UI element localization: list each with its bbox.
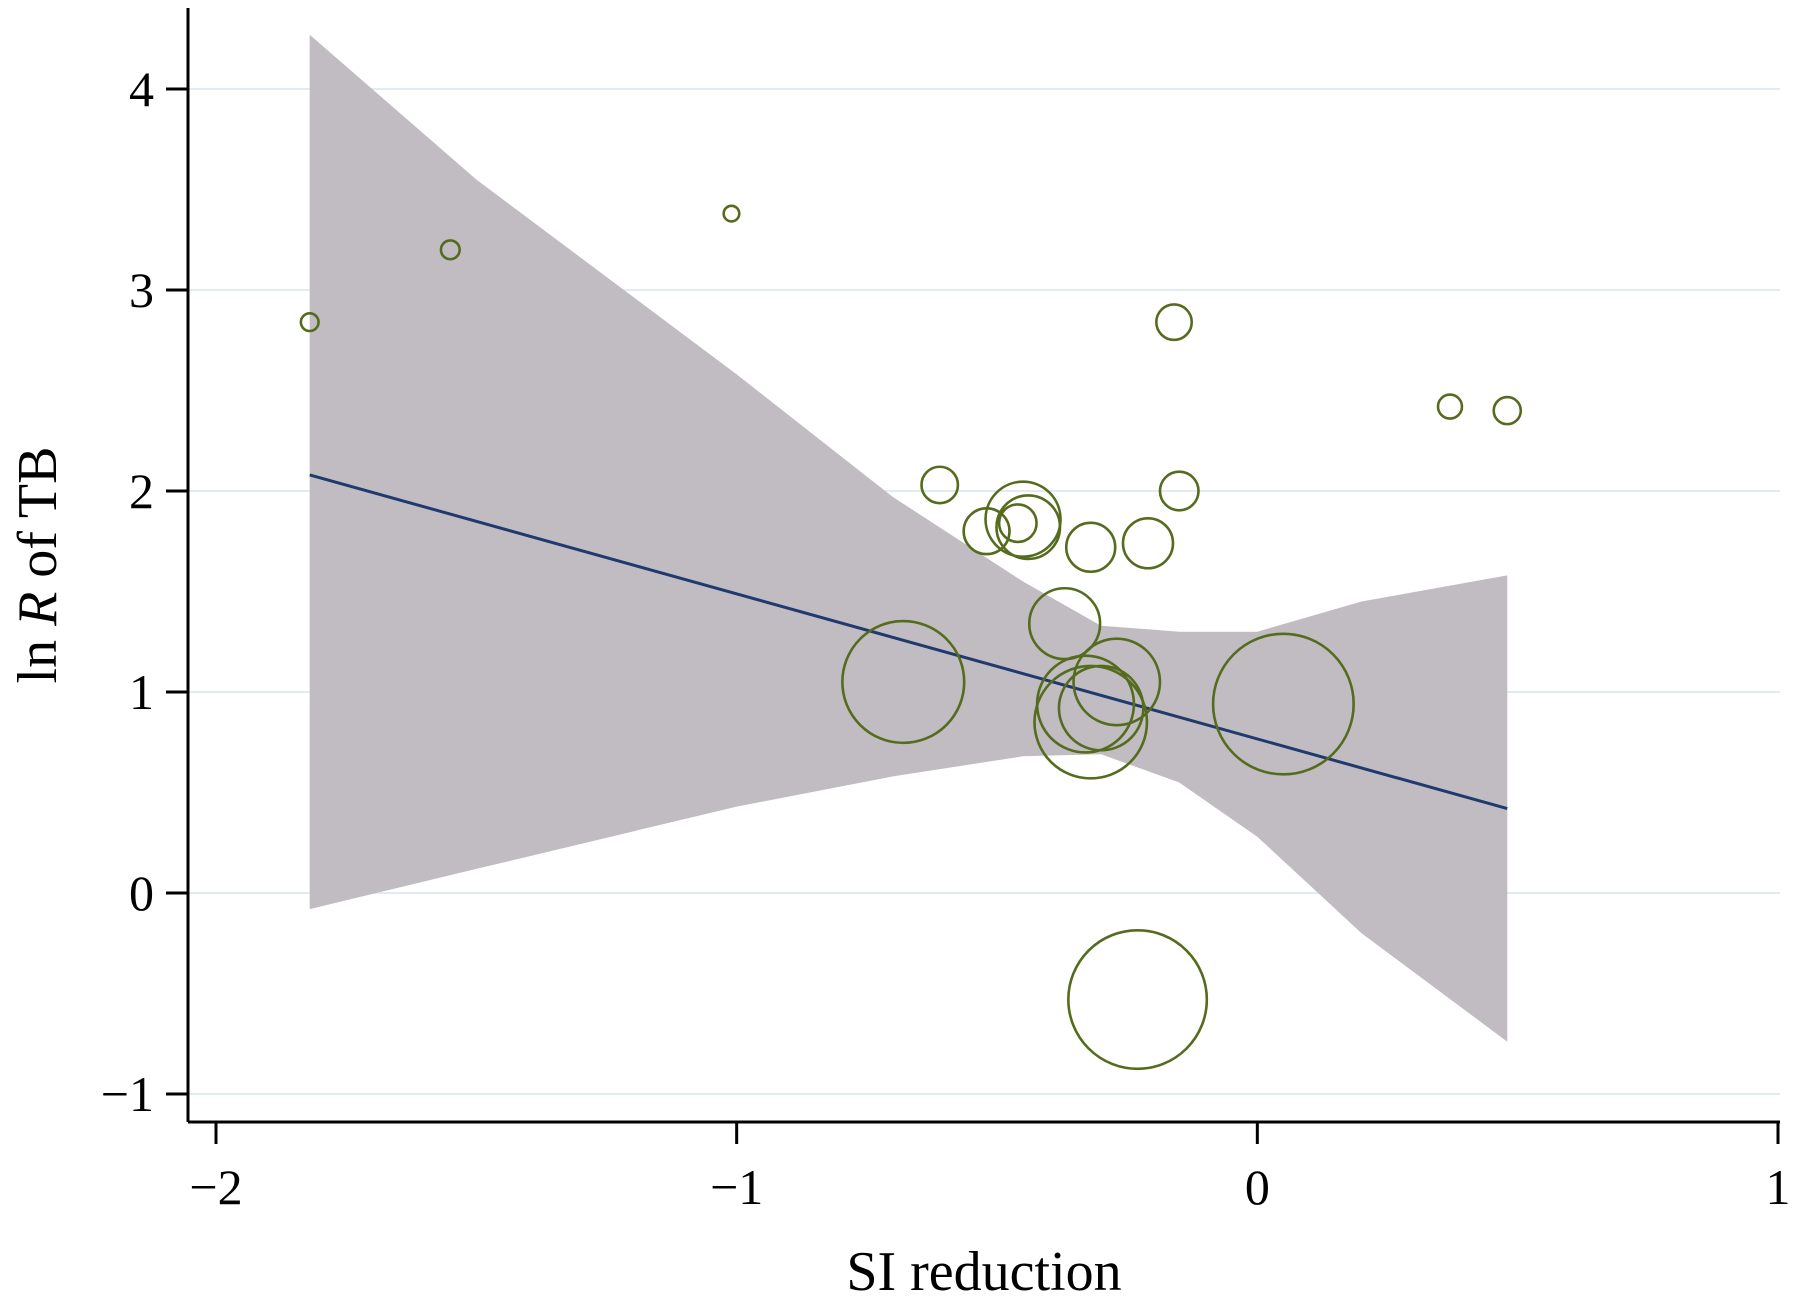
x-tick-label: 0 <box>1245 1159 1270 1215</box>
confidence-band <box>309 34 1508 1042</box>
data-point <box>920 465 960 505</box>
data-point <box>841 619 966 745</box>
x-tick-label: 1 <box>1766 1159 1791 1215</box>
y-axis-title: ln R of TB <box>7 447 69 684</box>
y-tick-label: 3 <box>129 262 154 318</box>
y-axis-title-italic: R <box>7 592 69 627</box>
data-point <box>1492 395 1523 426</box>
fit-line-group <box>309 473 1508 811</box>
data-point <box>1155 303 1194 342</box>
data-point <box>722 204 741 223</box>
data-point <box>1211 632 1355 776</box>
x-tick-label: −1 <box>710 1159 763 1215</box>
data-point <box>1072 637 1162 727</box>
y-tick-label: 1 <box>129 664 154 720</box>
y-tick-label: 4 <box>129 61 154 117</box>
fit-line <box>309 473 1508 811</box>
data-point <box>962 506 1011 556</box>
data-point <box>984 480 1062 558</box>
data-point <box>439 239 461 261</box>
data-point <box>299 312 320 333</box>
y-tick-label: 0 <box>129 865 154 921</box>
data-point <box>1121 516 1175 570</box>
data-point <box>1064 521 1117 574</box>
data-point <box>1033 664 1149 780</box>
tick-labels: −1 0 1 2 3 4 −2 −1 0 1 <box>101 61 1791 1215</box>
axes <box>166 8 1780 1144</box>
data-point <box>1067 928 1209 1071</box>
data-point <box>995 494 1062 561</box>
confidence-band-group <box>309 34 1508 1042</box>
x-tick-label: −2 <box>189 1159 242 1215</box>
y-tick-label: −1 <box>101 1066 154 1122</box>
data-point <box>1158 470 1200 512</box>
data-points <box>299 204 1523 1071</box>
x-axis-title: SI reduction <box>846 1241 1121 1303</box>
y-axis-title-suffix: of TB <box>7 447 69 592</box>
y-axis-title-prefix: ln <box>7 626 69 684</box>
y-tick-label: 2 <box>129 463 154 519</box>
data-point <box>1436 393 1464 420</box>
data-point <box>997 503 1038 544</box>
